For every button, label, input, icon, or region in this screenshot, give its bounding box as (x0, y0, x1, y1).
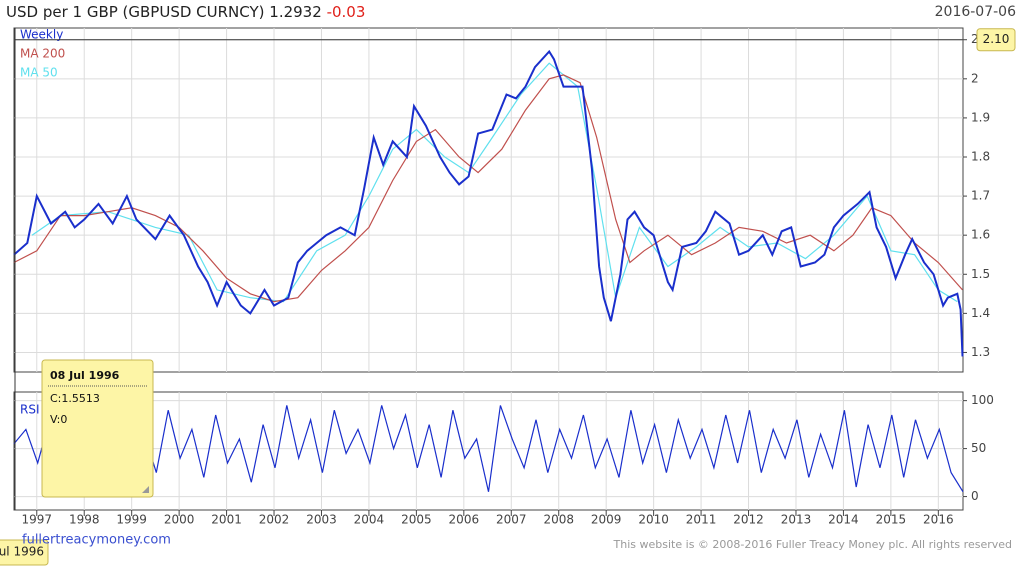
x-tick-label: 2009 (591, 513, 622, 527)
y-tick-label: 1.7 (971, 189, 990, 203)
x-tick-label: 2008 (543, 513, 574, 527)
panel-label: RSI (20, 403, 40, 417)
x-tick-label: 2015 (876, 513, 907, 527)
tooltip-box (41, 359, 154, 498)
title: USD per 1 GBP (GBPUSD CURNCY) (6, 3, 265, 21)
x-tick-label: 1999 (116, 513, 147, 527)
legend-entry: MA 50 (20, 66, 58, 80)
crosshair-y-box (976, 28, 1016, 52)
x-tick-label: 2002 (259, 513, 290, 527)
header: USD per 1 GBP (GBPUSD CURNCY) 1.2932 -0.… (6, 3, 365, 21)
price-frame (13, 27, 964, 373)
x-tick-label: 2016 (923, 513, 954, 527)
tooltip-grip (142, 486, 149, 493)
x-tick-label: 2013 (781, 513, 812, 527)
change: -0.03 (327, 3, 366, 21)
x-tick-label: 2006 (449, 513, 480, 527)
crosshair-x-box (0, 539, 49, 566)
y-tick-label: 1.5 (971, 267, 990, 281)
legend-entry: Weekly (20, 28, 63, 42)
y-tick-label: 1.6 (971, 228, 990, 242)
x-tick-label: 2005 (401, 513, 432, 527)
series-line (13, 405, 964, 493)
y-tick-label: 1.9 (971, 110, 990, 124)
x-tick-label: 2011 (686, 513, 717, 527)
series-line (13, 49, 964, 357)
copyright: This website is © 2008-2016 Fuller Treac… (613, 538, 1012, 551)
y-tick-label: 0 (971, 489, 979, 503)
x-tick-label: 2010 (638, 513, 669, 527)
date: 2016-07-06 (935, 4, 1016, 20)
x-tick-label: 2000 (164, 513, 195, 527)
x-tick-label: 2007 (496, 513, 527, 527)
y-tick-label: 2 (971, 71, 979, 85)
y-tick-label: 1.8 (971, 150, 990, 164)
tooltip-volume: V:0 (50, 413, 67, 426)
x-tick-label: 2003 (306, 513, 337, 527)
x-tick-label: 1998 (69, 513, 100, 527)
tooltip-close: C:1.5513 (50, 392, 100, 405)
crosshair-x-label: Jul 1996 (0, 545, 44, 559)
series-line (13, 74, 963, 303)
x-tick-label: 2012 (733, 513, 764, 527)
crosshair-y-label: 2.10 (983, 32, 1010, 46)
y-tick-label: 50 (971, 441, 986, 455)
y-tick-label: 1.3 (971, 345, 990, 359)
x-tick-label: 1997 (22, 513, 53, 527)
site-link[interactable]: fullertreacymoney.com (22, 533, 171, 548)
x-tick-label: 2004 (354, 513, 385, 527)
last-price: 1.2932 (269, 3, 322, 21)
rsi-frame (13, 391, 964, 511)
y-tick-label: 100 (971, 393, 994, 407)
legend-entry: MA 200 (20, 47, 65, 61)
series-line (31, 62, 958, 303)
x-tick-label: 2001 (211, 513, 242, 527)
y-tick-label: 1.4 (971, 306, 990, 320)
tooltip-date: 08 Jul 1996 (50, 369, 120, 382)
x-tick-label: 2014 (828, 513, 859, 527)
